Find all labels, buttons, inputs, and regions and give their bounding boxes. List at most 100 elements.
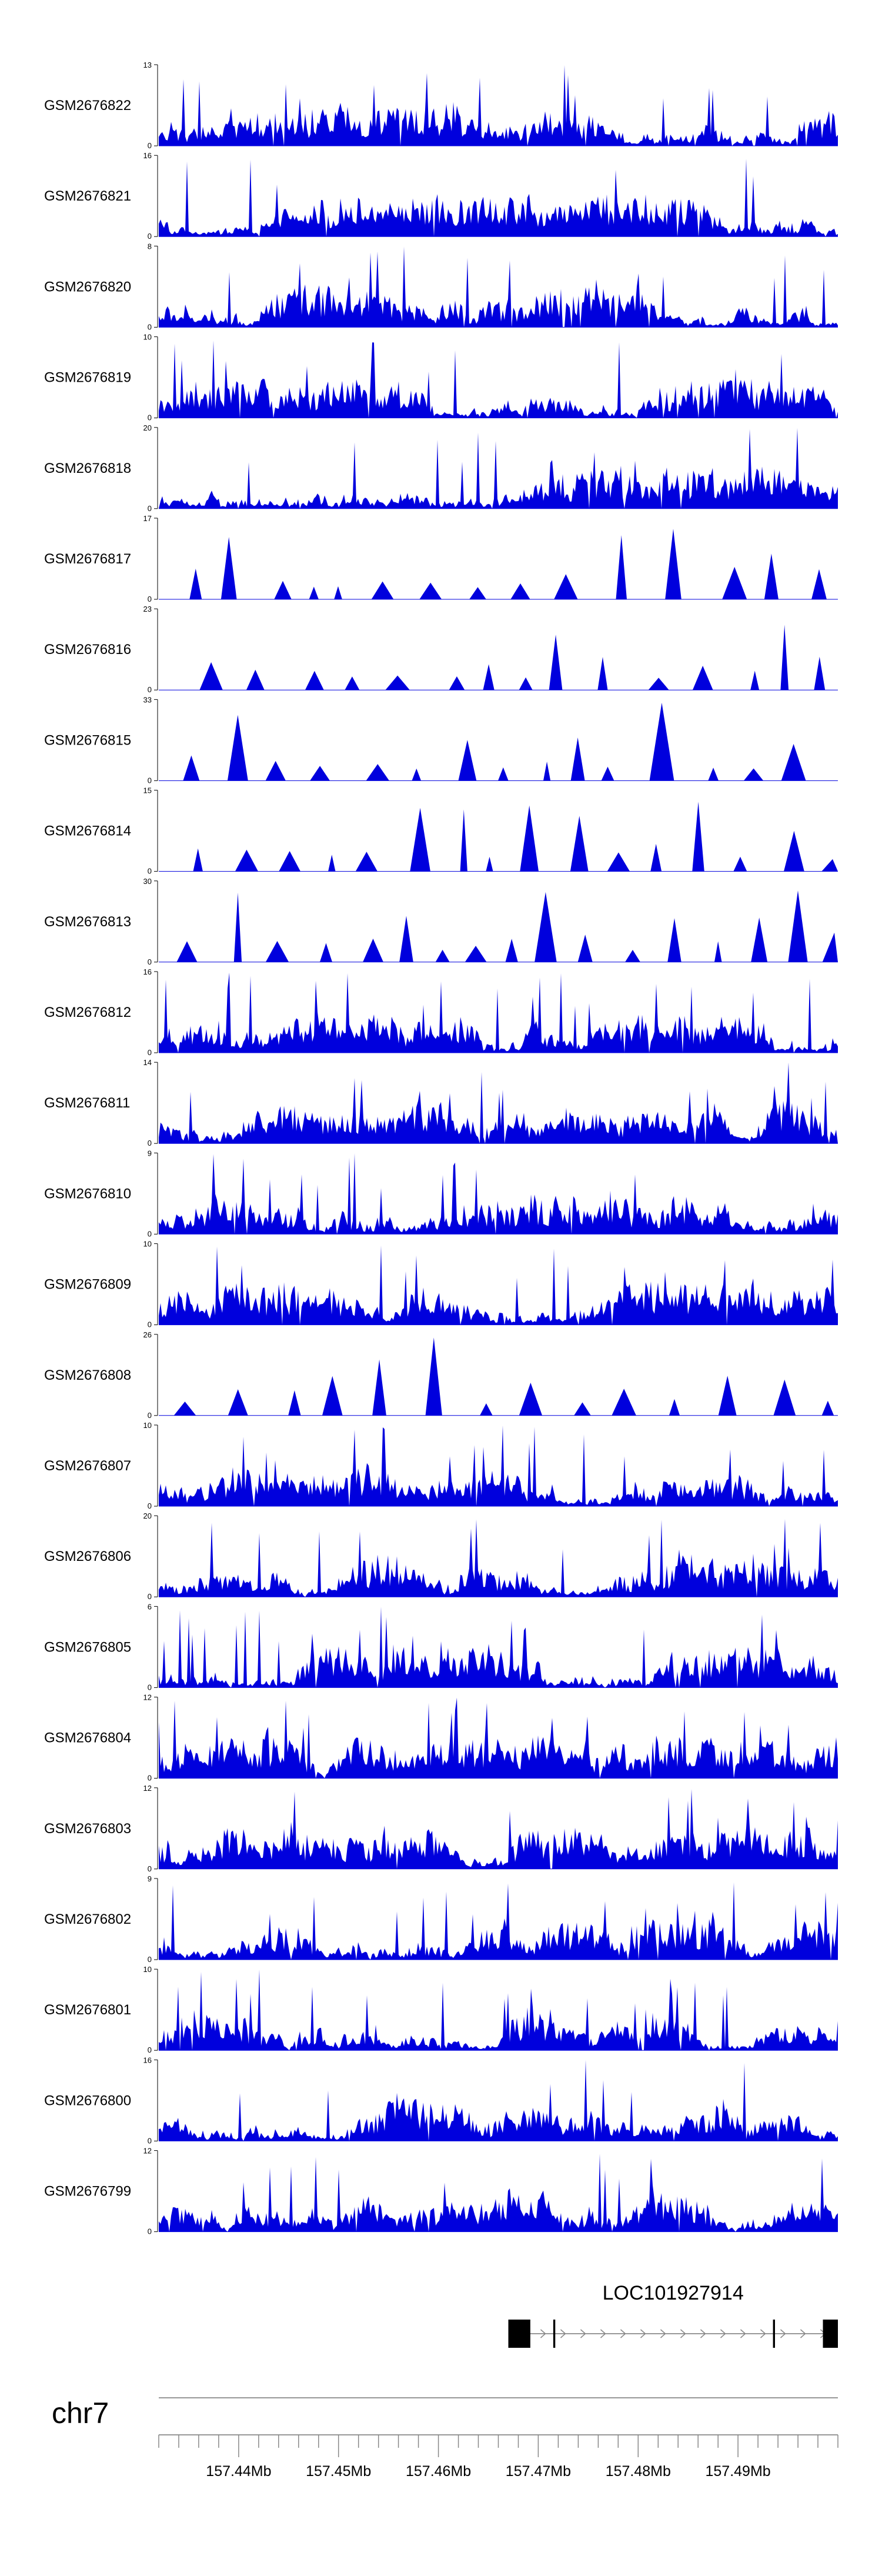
track-GSM2676801: GSM2676801 10 0: [44, 1965, 838, 2054]
strand-chevron: [800, 2329, 806, 2338]
y-min-label: 0: [148, 1955, 152, 1964]
track-label: GSM2676804: [44, 1730, 131, 1746]
track-GSM2676817: GSM2676817 17 0: [44, 514, 838, 603]
track-label: GSM2676800: [44, 2093, 131, 2108]
y-max-label: 17: [143, 514, 152, 523]
coverage-tracks: GSM2676822130GSM2676821160GSM267682080GS…: [44, 61, 838, 2236]
tick-label: 157.46Mb: [406, 2463, 471, 2480]
y-max-label: 20: [143, 1511, 152, 1520]
y-max-label: 10: [143, 1421, 152, 1430]
strand-chevron: [540, 2329, 546, 2338]
y-max-label: 10: [143, 1965, 152, 1974]
coverage-area: [159, 890, 838, 962]
y-min-label: 0: [148, 322, 152, 331]
track-label: GSM2676816: [44, 642, 131, 658]
track-label: GSM2676802: [44, 1911, 131, 1927]
y-min-label: 0: [148, 867, 152, 876]
y-max-label: 26: [143, 1330, 152, 1339]
coverage-area: [159, 2154, 838, 2232]
track-GSM2676799: GSM2676799 12 0: [44, 2147, 838, 2236]
track-label: GSM2676809: [44, 1277, 131, 1293]
gene-exon: [773, 2320, 775, 2348]
track-GSM2676816: GSM2676816 23 0: [44, 605, 838, 694]
coverage-area: [159, 972, 838, 1053]
y-min-label: 0: [148, 1592, 152, 1601]
track-GSM2676815: GSM2676815 33 0: [44, 695, 838, 785]
coverage-area: [159, 2060, 838, 2141]
track-GSM2676810: GSM2676810 9 0: [44, 1149, 838, 1238]
track-GSM2676813: GSM2676813 30 0: [44, 877, 838, 966]
track-GSM2676821: GSM2676821 16 0: [44, 151, 838, 241]
y-max-label: 10: [143, 333, 152, 342]
coverage-area: [159, 1153, 838, 1234]
track-GSM2676822: GSM2676822 13 0: [44, 61, 838, 150]
y-min-label: 0: [148, 1320, 152, 1329]
strand-chevron: [740, 2329, 746, 2338]
y-max-label: 6: [148, 1602, 152, 1611]
coverage-area: [159, 65, 838, 146]
track-GSM2676802: GSM2676802 9 0: [44, 1874, 838, 1964]
track-label: GSM2676803: [44, 1821, 131, 1837]
strand-chevron: [780, 2329, 786, 2338]
y-min-label: 0: [148, 1683, 152, 1691]
track-GSM2676800: GSM2676800 16 0: [44, 2056, 838, 2145]
track-GSM2676819: GSM2676819 10 0: [44, 333, 838, 422]
track-label: GSM2676812: [44, 1005, 131, 1020]
coverage-area: [159, 428, 838, 509]
y-max-label: 30: [143, 877, 152, 886]
track-GSM2676805: GSM2676805 6 0: [44, 1602, 838, 1691]
strand-chevron: [620, 2329, 626, 2338]
strand-chevron: [720, 2329, 726, 2338]
y-max-label: 8: [148, 242, 152, 251]
y-max-label: 10: [143, 1240, 152, 1249]
coverage-area: [159, 1969, 838, 2051]
gene-exon: [823, 2320, 838, 2348]
coverage-area: [159, 1697, 838, 1778]
y-min-label: 0: [148, 1864, 152, 1873]
track-GSM2676803: GSM2676803 12 0: [44, 1784, 838, 1873]
coverage-area: [159, 625, 838, 690]
y-min-label: 0: [148, 1501, 152, 1510]
chromosome-label: chr7: [52, 2397, 109, 2430]
strand-chevron: [600, 2329, 606, 2338]
y-max-label: 12: [143, 1693, 152, 1702]
coverage-area: [159, 1062, 838, 1144]
y-min-label: 0: [148, 685, 152, 694]
y-max-label: 16: [143, 151, 152, 160]
y-max-label: 14: [143, 1058, 152, 1067]
y-max-label: 16: [143, 967, 152, 976]
track-GSM2676814: GSM2676814 15 0: [44, 786, 838, 876]
y-min-label: 0: [148, 1139, 152, 1147]
track-label: GSM2676813: [44, 914, 131, 930]
coverage-area: [159, 159, 838, 237]
track-label: GSM2676822: [44, 98, 131, 114]
gene-label: LOC101927914: [603, 2282, 744, 2304]
track-GSM2676807: GSM2676807 10 0: [44, 1421, 838, 1510]
coverage-area: [159, 1788, 838, 1869]
y-min-label: 0: [148, 1411, 152, 1420]
tick-label: 157.45Mb: [306, 2463, 371, 2480]
track-label: GSM2676808: [44, 1367, 131, 1383]
gene-track: LOC101927914: [508, 2282, 838, 2348]
coverage-area: [159, 1519, 838, 1597]
coverage-area: [159, 1606, 838, 1688]
y-min-label: 0: [148, 141, 152, 150]
track-GSM2676812: GSM2676812 16 0: [44, 967, 838, 1057]
y-min-label: 0: [148, 957, 152, 966]
track-label: GSM2676801: [44, 2002, 131, 2018]
strand-chevron: [580, 2329, 586, 2338]
y-min-label: 0: [148, 1048, 152, 1057]
strand-chevron: [700, 2329, 706, 2338]
coverage-area: [159, 1245, 838, 1325]
track-label: GSM2676817: [44, 551, 131, 567]
tick-label: 157.48Mb: [606, 2463, 671, 2480]
coverage-area: [159, 341, 838, 418]
track-GSM2676809: GSM2676809 10 0: [44, 1240, 838, 1329]
y-max-label: 15: [143, 786, 152, 795]
tick-label: 157.44Mb: [206, 2463, 271, 2480]
coverage-area: [159, 529, 838, 599]
y-max-label: 12: [143, 1784, 152, 1793]
track-label: GSM2676805: [44, 1639, 131, 1655]
y-min-label: 0: [148, 2227, 152, 2236]
track-label: GSM2676818: [44, 461, 131, 476]
